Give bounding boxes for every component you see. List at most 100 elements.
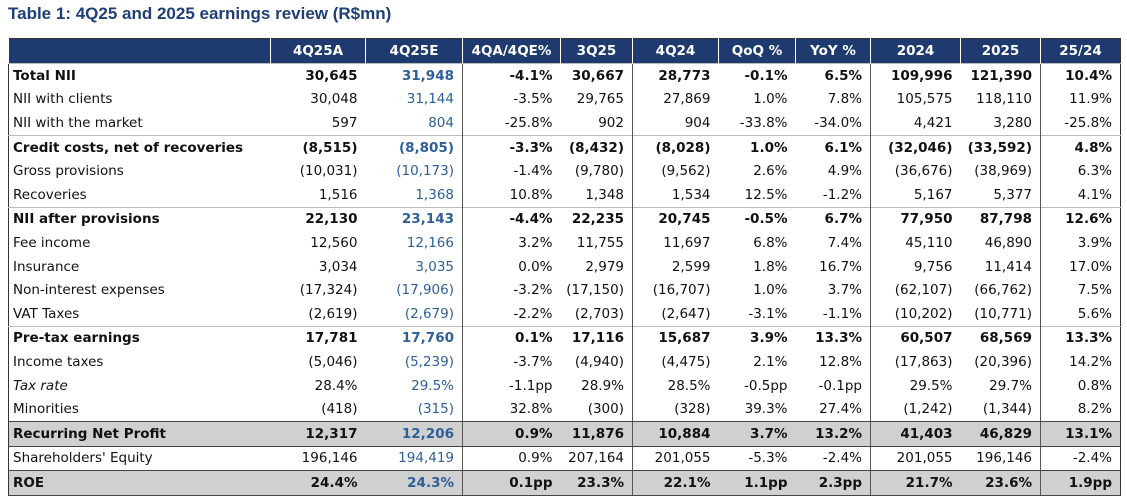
value-cell: 29,765 xyxy=(576,91,624,108)
value-cell: 1,516 xyxy=(318,186,358,203)
value-cell: -25.8% xyxy=(1040,111,1121,136)
table-row: Insurance 3,034 3,035 0.0% 2,979 2,599 1.8% 16.… xyxy=(9,254,1121,279)
row-label: Tax rate xyxy=(13,377,68,394)
value-cell: 109,996 xyxy=(870,62,961,88)
value-cell: 5.6% xyxy=(1040,301,1121,327)
table-row: Fee income 12,560 12,166 3.2% 11,755 11,697 6.… xyxy=(9,231,1121,255)
table-row: Minorities (418) (315) 32.8% (300) (328) 39.3%… xyxy=(9,397,1121,422)
table-row: NII with the market 597 804 -25.8% 902 904 -33… xyxy=(9,111,1121,136)
value-cell: -3.7% xyxy=(462,350,561,374)
value-cell: 4.9% xyxy=(827,163,862,180)
row-label: Gross provisions xyxy=(13,163,124,180)
value-cell: 22,130 xyxy=(270,206,366,232)
value-cell: (418) xyxy=(321,401,358,418)
value-cell: 13.2% xyxy=(795,420,871,447)
row-label: Pre-tax earnings xyxy=(8,325,271,351)
value-cell: (16,707) xyxy=(632,278,719,302)
value-cell: 3.7% xyxy=(827,282,862,299)
value-cell: (5,239) xyxy=(404,353,454,370)
value-cell: 1.8% xyxy=(753,258,788,275)
value-cell: (32,046) xyxy=(870,134,961,160)
value-cell: -2.4% xyxy=(1040,446,1121,471)
value-cell: 13.1% xyxy=(1040,420,1121,447)
value-cell: 1.0% xyxy=(718,134,796,160)
value-cell: (328) xyxy=(632,397,719,422)
value-cell: 12.6% xyxy=(1040,206,1121,232)
column-header: YoY % xyxy=(795,38,871,64)
table-row: Total NII 30,645 31,948 -4.1% 30,667 28,773 -0… xyxy=(8,62,1121,88)
value-cell: (20,396) xyxy=(974,353,1032,370)
value-cell: -0.5% xyxy=(718,206,796,232)
value-cell: 904 xyxy=(632,111,719,136)
value-cell: 0.8% xyxy=(1040,373,1121,398)
value-cell: 17.0% xyxy=(1040,254,1121,279)
value-cell: (17,324) xyxy=(299,282,358,299)
value-cell: (33,592) xyxy=(960,134,1041,160)
value-cell: (10,173) xyxy=(396,163,454,180)
value-cell: 0.0% xyxy=(462,254,561,279)
row-label: Minorities xyxy=(13,401,79,418)
value-cell: 0.1pp xyxy=(462,470,561,496)
value-cell: 2.3pp xyxy=(795,470,871,496)
value-cell: (2,679) xyxy=(404,305,454,322)
value-cell: -1.1pp xyxy=(462,373,561,398)
row-label: Insurance xyxy=(13,258,80,275)
column-header: QoQ % xyxy=(718,38,796,64)
row-label: Non-interest expenses xyxy=(13,282,165,299)
value-cell: 28,773 xyxy=(632,62,719,88)
value-cell: 8.2% xyxy=(1040,397,1121,422)
value-cell: 2.1% xyxy=(753,353,788,370)
value-cell: (8,028) xyxy=(632,134,719,160)
value-cell: 22,235 xyxy=(560,206,633,232)
table-row: Non-interest expenses (17,324) (17,906) -3.… xyxy=(9,278,1121,302)
value-cell: 3,280 xyxy=(993,114,1032,131)
value-cell: -4.4% xyxy=(462,206,561,232)
value-cell: 0.1% xyxy=(462,325,561,351)
column-header: 4Q25A xyxy=(270,38,366,64)
value-cell: 1,534 xyxy=(632,182,719,208)
value-cell: (8,805) xyxy=(365,134,463,160)
table-row: Shareholders' Equity 196,146 194,419 0.9% 20… xyxy=(9,446,1121,471)
value-cell: 4.8% xyxy=(1040,134,1121,160)
value-cell: 12.8% xyxy=(819,353,862,370)
value-cell: (5,046) xyxy=(308,353,358,370)
value-cell: 17,116 xyxy=(560,325,633,351)
value-cell: 68,569 xyxy=(960,325,1041,351)
value-cell: 0.9% xyxy=(462,446,561,471)
value-cell: (38,969) xyxy=(974,163,1032,180)
value-cell: 597 xyxy=(331,114,358,131)
value-cell: 194,419 xyxy=(398,450,454,467)
value-cell: (4,475) xyxy=(632,350,719,374)
value-cell: 46,829 xyxy=(960,420,1041,447)
value-cell: 196,146 xyxy=(301,450,358,467)
value-cell: -0.1% xyxy=(718,62,796,88)
value-cell: 30,645 xyxy=(270,62,366,88)
value-cell: -34.0% xyxy=(814,114,862,131)
table-row: Recurring Net Profit 12,317 12,206 0.9% 11,8… xyxy=(8,420,1121,447)
value-cell: (2,647) xyxy=(632,301,719,327)
value-cell: 10,884 xyxy=(632,420,719,447)
value-cell: 77,950 xyxy=(870,206,961,232)
row-label: Income taxes xyxy=(13,353,104,370)
value-cell: 29.5% xyxy=(870,373,961,398)
value-cell: 1.9pp xyxy=(1040,470,1121,496)
header-row: 4Q25A 4Q25E 4QA/4QE% 3Q25 4Q24 QoQ % YoY % 2024… xyxy=(8,38,1121,64)
value-cell: 32.8% xyxy=(462,397,561,422)
value-cell: (66,762) xyxy=(974,282,1032,299)
table-row: Pre-tax earnings 17,781 17,760 0.1% 17,116 15… xyxy=(8,325,1121,351)
table-row: Recoveries 1,516 1,368 10.8% 1,348 1,534 12.5%… xyxy=(9,182,1121,208)
table-row: Income taxes (5,046) (5,239) -3.7% (4,940) (4… xyxy=(9,350,1121,374)
column-header: 4Q24 xyxy=(632,38,719,64)
value-cell: 30,667 xyxy=(560,62,633,88)
value-cell: 20,745 xyxy=(632,206,719,232)
column-header: 2025 xyxy=(960,38,1041,64)
value-cell: 11,876 xyxy=(560,420,633,447)
value-cell: (9,562) xyxy=(632,159,719,183)
value-cell: 15,687 xyxy=(632,325,719,351)
value-cell: 30,048 xyxy=(310,91,358,108)
row-label: Shareholders' Equity xyxy=(13,450,153,467)
value-cell: 14.2% xyxy=(1040,350,1121,374)
column-header: 2024 xyxy=(870,38,961,64)
value-cell: 46,890 xyxy=(984,234,1032,251)
value-cell: 23,143 xyxy=(365,206,463,232)
